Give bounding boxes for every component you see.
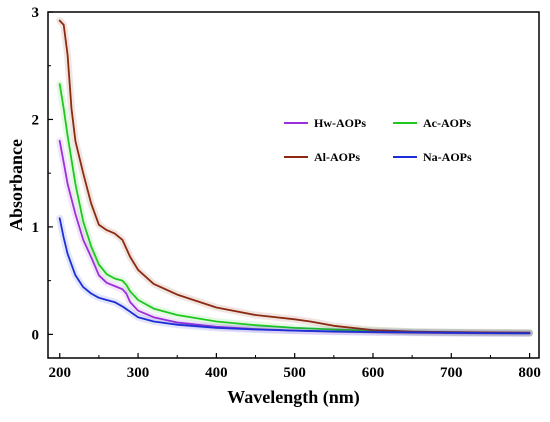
legend-label-hw-aops: Hw-AOPs <box>314 116 366 130</box>
x-tick-label: 200 <box>48 365 71 381</box>
y-axis-title: Absorbance <box>6 139 26 231</box>
x-tick-label: 700 <box>440 365 463 381</box>
legend-label-al-aops: Al-AOPs <box>314 150 360 164</box>
series-layer <box>56 17 534 337</box>
series-line-na-aops <box>58 217 531 335</box>
plot-frame <box>47 11 540 359</box>
x-tick-label: 600 <box>362 365 385 381</box>
ticks-layer: 200 300 400 500 600 700 800 0 1 2 3 <box>32 5 541 381</box>
legend: Hw-AOPs Ac-AOPs Al-AOPs Na-AOPs <box>284 116 472 164</box>
series-band-hw-aops <box>56 137 534 337</box>
y-tick-label: 3 <box>32 5 40 21</box>
legend-label-na-aops: Na-AOPs <box>423 150 472 164</box>
x-tick-label: 800 <box>518 365 541 381</box>
legend-label-ac-aops: Ac-AOPs <box>423 116 471 130</box>
y-tick-label: 1 <box>32 220 40 236</box>
x-axis-title: Wavelength (nm) <box>227 387 360 408</box>
x-tick-label: 300 <box>127 365 150 381</box>
series-line-al-aops <box>58 19 531 334</box>
x-tick-label: 400 <box>205 365 228 381</box>
x-tick-label: 500 <box>283 365 306 381</box>
y-tick-label: 2 <box>32 112 40 128</box>
y-tick-label: 0 <box>32 327 40 343</box>
